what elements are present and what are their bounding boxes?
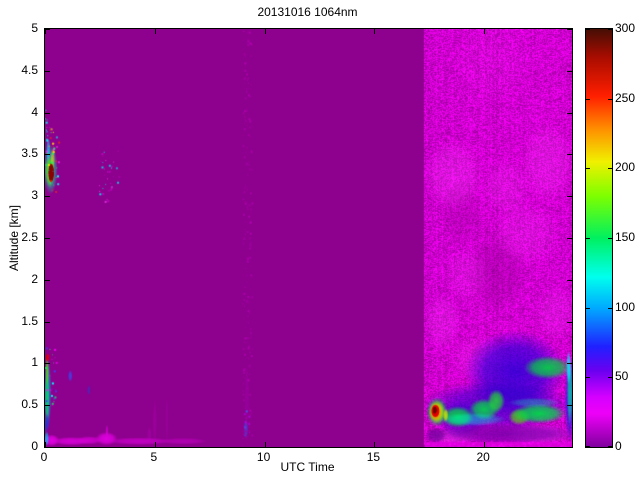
tick-mark xyxy=(567,363,572,364)
tick-mark xyxy=(567,154,572,155)
colorbar-tick-mark xyxy=(586,168,590,169)
x-tick-label: 10 xyxy=(256,450,271,464)
x-axis-label: UTC Time xyxy=(280,460,335,474)
tick-mark xyxy=(45,322,50,323)
tick-mark xyxy=(45,154,50,155)
x-tick-label: 15 xyxy=(366,450,381,464)
colorbar-tick-mark xyxy=(608,99,612,100)
colorbar-tick-mark xyxy=(608,308,612,309)
colorbar-tick-label: 100 xyxy=(615,299,636,314)
tick-mark xyxy=(374,29,375,34)
y-tick-label: 4 xyxy=(31,104,38,119)
colorbar-tick-mark xyxy=(608,446,612,447)
colorbar-tick-mark xyxy=(608,238,612,239)
tick-mark xyxy=(265,442,266,447)
tick-mark xyxy=(567,196,572,197)
tick-mark xyxy=(45,113,50,114)
tick-mark xyxy=(45,447,50,448)
y-tick-label: 3.5 xyxy=(21,146,38,161)
colorbar-tick-mark xyxy=(586,99,590,100)
tick-mark xyxy=(567,71,572,72)
x-tick-label: 0 xyxy=(40,450,48,464)
tick-mark xyxy=(567,280,572,281)
tick-mark xyxy=(484,29,485,34)
tick-mark xyxy=(45,363,50,364)
colorbar-tick-label: 0 xyxy=(615,439,622,453)
y-tick-label: 0.5 xyxy=(21,397,38,412)
colorbar-tick-label: 300 xyxy=(615,21,636,35)
y-tick-label: 3 xyxy=(31,188,38,203)
y-tick-label: 4.5 xyxy=(21,62,38,77)
tick-mark xyxy=(45,71,50,72)
y-tick-label: 2 xyxy=(31,271,38,286)
tick-mark xyxy=(45,196,50,197)
colorbar-tick-label: 200 xyxy=(615,160,636,175)
tick-mark xyxy=(45,442,46,447)
tick-mark xyxy=(567,113,572,114)
y-tick-label: 5 xyxy=(31,21,38,35)
colorbar-tick-mark xyxy=(586,446,590,447)
tick-mark xyxy=(155,442,156,447)
colorbar-tick-mark xyxy=(586,238,590,239)
chart-title: 20131016 1064nm xyxy=(257,5,358,19)
y-tick-label: 1.5 xyxy=(21,313,38,328)
tick-mark xyxy=(45,29,50,30)
colorbar-tick-mark xyxy=(586,29,590,30)
y-tick-label: 1 xyxy=(31,355,38,370)
heatmap-canvas xyxy=(45,29,572,447)
tick-mark xyxy=(374,442,375,447)
tick-mark xyxy=(45,280,50,281)
tick-mark xyxy=(567,405,572,406)
colorbar-tick-label: 50 xyxy=(615,369,629,384)
colorbar-tick-label: 150 xyxy=(615,230,636,244)
tick-mark xyxy=(567,238,572,239)
colorbar-tick-mark xyxy=(586,308,590,309)
tick-mark xyxy=(45,405,50,406)
tick-mark xyxy=(567,447,572,448)
plot-area xyxy=(44,28,573,448)
x-tick-label: 20 xyxy=(476,450,490,464)
colorbar-tick-mark xyxy=(608,29,612,30)
y-tick-label: 2.5 xyxy=(21,230,38,244)
colorbar-tick-mark xyxy=(608,377,612,378)
x-tick-label: 5 xyxy=(150,450,158,464)
y-tick-label: 0 xyxy=(31,439,38,453)
tick-mark xyxy=(45,29,46,34)
tick-mark xyxy=(484,442,485,447)
tick-mark xyxy=(155,29,156,34)
colorbar-tick-label: 250 xyxy=(615,90,636,105)
tick-mark xyxy=(265,29,266,34)
colorbar-tick-mark xyxy=(608,168,612,169)
colorbar-tick-mark xyxy=(586,377,590,378)
colorbar xyxy=(585,28,613,448)
tick-mark xyxy=(567,322,572,323)
tick-mark xyxy=(567,29,572,30)
tick-mark xyxy=(45,238,50,239)
